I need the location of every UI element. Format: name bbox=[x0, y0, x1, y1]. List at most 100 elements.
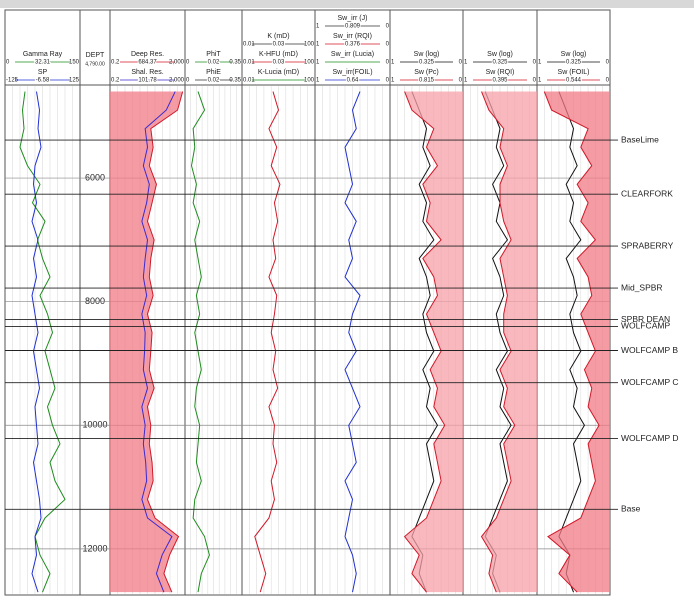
log-curve bbox=[543, 91, 600, 593]
scale-current: 0.809 bbox=[345, 24, 361, 30]
scale-max: 0.35 bbox=[229, 60, 241, 66]
scale-max: 0 bbox=[386, 60, 390, 66]
curve-name: Sw (log) bbox=[487, 51, 513, 58]
curve-name: PhiE bbox=[206, 69, 221, 76]
formation-top-label: WOLFCAMP bbox=[621, 321, 670, 331]
scale-min: 1 bbox=[391, 60, 395, 66]
scale-current: 0.03 bbox=[273, 42, 285, 48]
scale-min: 1 bbox=[538, 78, 542, 84]
curve-name: SP bbox=[38, 69, 48, 76]
depth-label: 6000 bbox=[85, 172, 105, 182]
formation-top-label: WOLFCAMP B bbox=[621, 345, 678, 355]
scale-min: 1 bbox=[464, 60, 468, 66]
formation-top-label: BaseLime bbox=[621, 134, 659, 144]
depth-label: 8000 bbox=[85, 296, 105, 306]
scale-max: 2,000 bbox=[169, 60, 185, 66]
log-curve bbox=[484, 91, 512, 593]
scale-min: 1 bbox=[391, 78, 395, 84]
scale-min: 1 bbox=[316, 24, 320, 30]
scale-max: 0 bbox=[606, 60, 610, 66]
scale-max: 100 bbox=[304, 60, 315, 66]
scale-min: 0.01 bbox=[243, 42, 255, 48]
scale-current: 0.64 bbox=[347, 78, 359, 84]
scale-max: 2,000 bbox=[169, 78, 185, 84]
scale-min: 1 bbox=[316, 78, 320, 84]
scale-max: 0 bbox=[386, 78, 390, 84]
scale-current: 684.37 bbox=[138, 60, 157, 66]
scale-min: 0.2 bbox=[111, 60, 120, 66]
formation-top-label: SPRABERRY bbox=[621, 240, 674, 250]
curve-fill bbox=[404, 91, 463, 593]
scale-current: 0.544 bbox=[566, 78, 582, 84]
curve-name: Sw (FOIL) bbox=[558, 69, 590, 76]
curve-name: Sw_irr (J) bbox=[338, 15, 368, 22]
scale-min: 0.01 bbox=[243, 60, 255, 66]
curve-name: K (mD) bbox=[267, 33, 289, 40]
formation-top-label: CLEARFORK bbox=[621, 188, 673, 198]
scale-min: 0 bbox=[186, 60, 190, 66]
scale-current: 0.03 bbox=[273, 60, 285, 66]
curve-name: Sw_irr (RQI) bbox=[333, 33, 372, 40]
scale-current: 0.02 bbox=[208, 60, 220, 66]
scale-max: 0.35 bbox=[229, 78, 241, 84]
scale-max: 0 bbox=[386, 42, 390, 48]
depth-label: 12000 bbox=[82, 543, 107, 553]
log-curve bbox=[344, 91, 361, 593]
log-curve bbox=[480, 91, 516, 593]
scale-max: 0 bbox=[533, 78, 537, 84]
scale-min: 0 bbox=[6, 60, 10, 66]
scale-min: 1 bbox=[538, 60, 542, 66]
curve-name: Sw (RQI) bbox=[486, 69, 515, 76]
scale-current: 0.325 bbox=[419, 60, 435, 66]
formation-top-label: SPBR DEAN bbox=[621, 314, 670, 324]
formation-top-label: Base bbox=[621, 504, 641, 514]
curve-name: K-Lucia (mD) bbox=[258, 69, 299, 76]
scale-max: 0 bbox=[606, 78, 610, 84]
scale-max: 125 bbox=[69, 78, 80, 84]
dept-value: 4,790.00 bbox=[85, 61, 105, 67]
scale-min: 1 bbox=[316, 60, 320, 66]
curve-name: Shal. Res. bbox=[131, 69, 163, 76]
curve-name: Sw (log) bbox=[561, 51, 587, 58]
formation-top-label: Mid_SPBR bbox=[621, 282, 663, 292]
scale-max: 0 bbox=[533, 60, 537, 66]
curve-name: Sw (Pc) bbox=[414, 69, 439, 76]
curve-name: Sw_irr(FOIL) bbox=[332, 69, 372, 76]
curve-fill bbox=[544, 91, 610, 593]
scale-min: 1 bbox=[316, 42, 320, 48]
scale-max: 0 bbox=[386, 24, 390, 30]
formation-top-label: WOLFCAMP C bbox=[621, 377, 678, 387]
log-curve bbox=[141, 91, 176, 593]
scale-current: 0.02 bbox=[208, 78, 220, 84]
log-curve bbox=[558, 91, 586, 593]
scale-min: -125 bbox=[6, 78, 19, 84]
scale-min: 0.01 bbox=[243, 78, 255, 84]
scale-min: 0.2 bbox=[111, 78, 120, 84]
curve-name: Deep Res. bbox=[131, 51, 164, 58]
curve-name: Sw (log) bbox=[414, 51, 440, 58]
toolbar-strip bbox=[0, 0, 694, 8]
scale-max: 0 bbox=[459, 60, 463, 66]
scale-max: 100 bbox=[304, 78, 315, 84]
log-curve bbox=[146, 91, 184, 593]
scale-current: 101.78 bbox=[138, 78, 157, 84]
scale-max: 100 bbox=[304, 42, 315, 48]
scale-current: 0.395 bbox=[492, 78, 508, 84]
log-curve bbox=[411, 91, 439, 593]
scale-current: 0.325 bbox=[566, 60, 582, 66]
scale-current: -6.58 bbox=[36, 78, 50, 84]
scale-current: 0.325 bbox=[492, 60, 508, 66]
dept-name: DEPT bbox=[86, 52, 105, 59]
curve-name: Sw_irr (Lucia) bbox=[331, 51, 374, 58]
curve-fill bbox=[481, 91, 537, 593]
log-curve bbox=[31, 91, 42, 593]
curve-name: PhiT bbox=[206, 51, 221, 58]
depth-label: 10000 bbox=[82, 420, 107, 430]
log-curve bbox=[403, 91, 446, 593]
log-curve bbox=[191, 91, 210, 593]
scale-max: 0 bbox=[459, 78, 463, 84]
scale-current: 32.31 bbox=[35, 60, 51, 66]
scale-min: 0 bbox=[186, 78, 190, 84]
log-curve bbox=[254, 91, 281, 593]
